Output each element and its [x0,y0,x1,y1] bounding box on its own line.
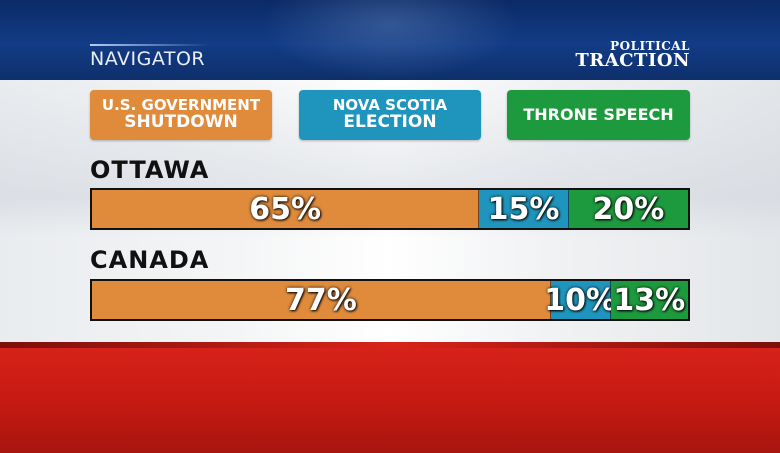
row-label-ottawa: OTTAWA [90,156,210,184]
legend-item-nova-scotia-election: NOVA SCOTIA ELECTION [299,90,481,140]
data-label: 13% [613,282,686,318]
bar-segment-ottawa-u-s-government-shutdown: 65% [92,190,480,228]
data-label: 10% [544,282,617,318]
data-label: 20% [592,191,665,227]
brand-logo-top: POLITICAL [610,39,690,53]
footer-band [0,342,780,453]
data-label: 15% [487,191,560,227]
bar-segment-canada-nova-scotia-election: 10% [544,281,616,319]
bar-segment-ottawa-nova-scotia-election: 15% [479,190,569,228]
bar-segment-ottawa-throne-speech: 20% [568,190,688,228]
brand-logo-bottom: TRACTION [575,50,690,71]
legend-label: THRONE SPEECH [523,104,674,124]
row-label-canada: CANADA [90,246,210,274]
header-band [0,0,780,80]
legend-label-line2: SHUTDOWN [124,111,238,132]
bar-segment-canada-throne-speech: 13% [610,281,688,319]
stacked-bar-ottawa: 65% 15% 20% [90,188,690,230]
data-label: 77% [285,282,357,318]
legend-label-line2: ELECTION [343,111,437,132]
stacked-bar-canada: 77% 10% 13% [90,279,690,321]
legend-item-us-government-shutdown: U.S. GOVERNMENT SHUTDOWN [90,90,272,140]
data-label: 65% [249,191,322,227]
bar-segment-canada-u-s-government-shutdown: 77% [92,281,551,319]
header-accent-line [90,44,210,46]
brand-logo: POLITICAL TRACTION [575,40,690,70]
section-label: NAVIGATOR [90,48,206,70]
legend-item-throne-speech: THRONE SPEECH [507,90,690,140]
legend-label-line1: NOVA SCOTIA [332,96,448,115]
legend-label-line1: U.S. GOVERNMENT [101,96,261,115]
